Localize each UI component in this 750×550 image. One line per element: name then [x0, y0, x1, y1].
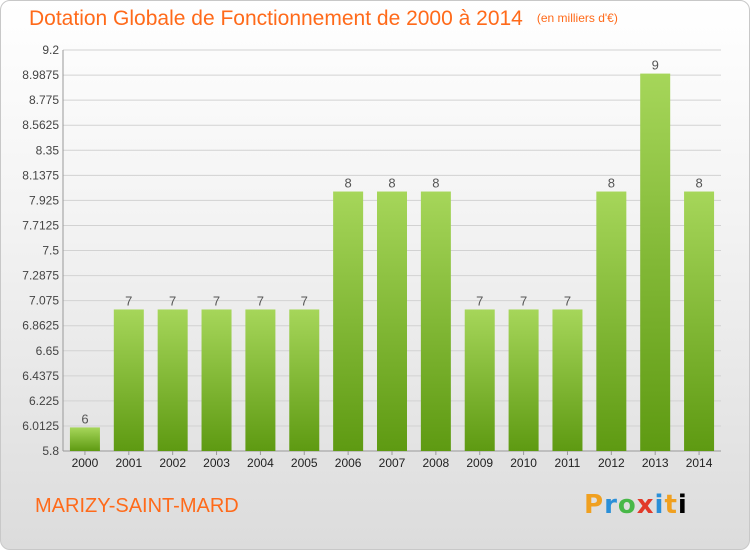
data-label-2013: 9: [652, 58, 659, 73]
x-tick-label-2007: 2007: [379, 456, 406, 470]
data-label-2010: 7: [520, 293, 527, 308]
logo-letter: i: [677, 490, 688, 520]
data-label-2004: 7: [257, 293, 264, 308]
bar-2006: [333, 191, 364, 451]
x-tick-label-2013: 2013: [642, 456, 669, 470]
data-label-2012: 8: [608, 176, 615, 191]
x-tick-label-2008: 2008: [423, 456, 450, 470]
x-tick-label-2012: 2012: [598, 456, 625, 470]
data-labels: 6 7 7 7 7 7 8 8 8 7 7 7 8 9 8: [81, 58, 702, 427]
y-tick-label: 6.65: [36, 344, 60, 358]
logo-letter: t: [664, 490, 678, 520]
y-tick-label: 8.775: [29, 93, 59, 107]
x-tick-label-2010: 2010: [510, 456, 537, 470]
bar-2003: [201, 309, 232, 451]
bar-2002: [157, 309, 188, 451]
bar-2009: [464, 309, 495, 451]
data-label-2000: 6: [81, 411, 88, 426]
bar-2005: [289, 309, 320, 451]
y-tick-label: 7.7125: [22, 218, 59, 232]
bar-2007: [377, 191, 407, 451]
y-tick-label: 9.2: [42, 43, 59, 57]
chart-title: Dotation Globale de Fonctionnement de 20…: [29, 7, 523, 30]
y-tick-label: 7.5: [42, 244, 59, 258]
y-tick-label: 6.8625: [22, 319, 59, 333]
data-label-2009: 7: [476, 293, 483, 308]
data-label-2008: 8: [432, 176, 439, 191]
x-tick-label-2005: 2005: [291, 456, 318, 470]
y-tick-label: 6.225: [29, 394, 59, 408]
y-tick-label: 7.075: [29, 294, 59, 308]
bar-2010: [508, 309, 539, 451]
x-tick-label-2004: 2004: [247, 456, 274, 470]
bar-2000: [69, 427, 100, 451]
commune-name: MARIZY-SAINT-MARD: [35, 495, 239, 517]
chart-unit: (en milliers d'€): [536, 11, 618, 25]
data-label-2005: 7: [301, 293, 308, 308]
bar-2001: [113, 309, 144, 451]
x-tick-label-2014: 2014: [686, 456, 713, 470]
x-tick-label-2011: 2011: [555, 456, 581, 470]
bars: [69, 73, 715, 452]
y-tick-label: 8.5625: [22, 118, 59, 132]
y-tick-label: 7.925: [29, 193, 59, 207]
bar-2011: [552, 309, 583, 451]
x-tick-label-2000: 2000: [72, 456, 99, 470]
y-tick-label: 8.35: [36, 143, 60, 157]
logo-letter: x: [636, 490, 655, 520]
x-tick-label-2002: 2002: [159, 456, 186, 470]
x-tick-label-2003: 2003: [203, 456, 230, 470]
bar-2014: [684, 191, 715, 451]
data-label-2002: 7: [169, 293, 176, 308]
logo-letter: P: [584, 490, 605, 520]
data-label-2003: 7: [213, 293, 220, 308]
proxiti-logo: Proxiti: [584, 490, 688, 520]
bar-2013: [640, 73, 671, 452]
y-tick-label: 5.8: [42, 444, 59, 458]
y-tick-label: 6.0125: [22, 419, 59, 433]
y-tick-label: 6.4375: [22, 369, 59, 383]
logo-letter: o: [617, 490, 637, 520]
x-tick-label-2006: 2006: [335, 456, 362, 470]
x-tick-label-2001: 2001: [115, 456, 142, 470]
data-label-2007: 8: [388, 176, 395, 191]
data-label-2011: 7: [564, 293, 571, 308]
chart-title-block: Dotation Globale de Fonctionnement de 20…: [29, 7, 618, 31]
bar-2012: [596, 191, 627, 451]
y-tick-label: 7.2875: [22, 269, 59, 283]
y-tick-label: 8.9875: [22, 68, 59, 82]
data-label-2006: 8: [345, 176, 352, 191]
bar-2004: [245, 309, 276, 451]
y-tick-label: 8.1375: [22, 168, 59, 182]
logo-letter: i: [654, 490, 665, 520]
data-label-2001: 7: [125, 293, 132, 308]
x-tick-label-2009: 2009: [466, 456, 493, 470]
logo-letter: r: [604, 490, 618, 520]
bar-2008: [420, 191, 451, 451]
y-axis-tick-labels: 5.8 6.0125 6.225 6.4375 6.65 6.8625 7.075 7.287…: [22, 43, 59, 458]
data-label-2014: 8: [695, 176, 702, 191]
x-axis-tick-labels: 2000 2001 2002 2003 2004 2005 2006 2007 2008 2009…: [72, 456, 713, 470]
